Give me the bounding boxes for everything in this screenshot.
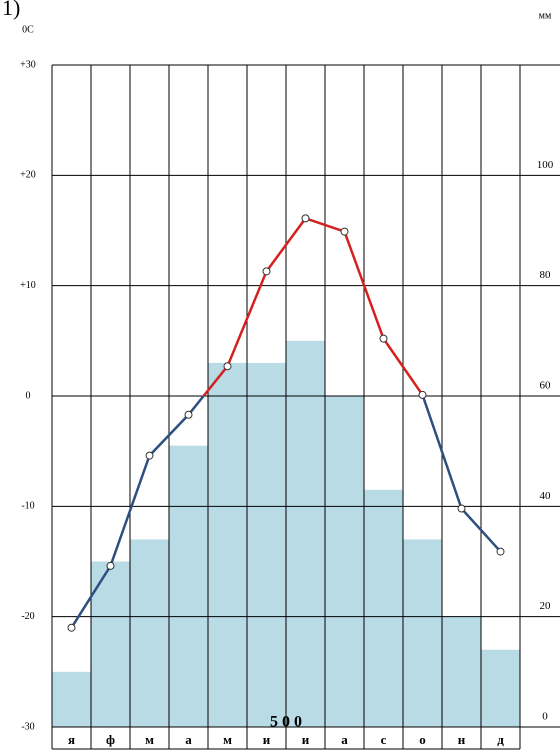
x-tick-label: м — [145, 732, 154, 747]
chart-label: 1) — [2, 0, 20, 20]
x-tick-label: н — [458, 732, 466, 747]
y2-axis-label: мм — [539, 10, 552, 21]
y2-tick-label: 80 — [540, 269, 552, 281]
x-tick-label: и — [263, 732, 271, 747]
x-tick-label: я — [68, 732, 75, 747]
y-tick-label: +10 — [20, 280, 36, 291]
temperature-point — [496, 547, 505, 556]
temperature-point — [418, 390, 427, 399]
x-tick-label: м — [223, 732, 232, 747]
temperature-point — [301, 214, 310, 223]
y2-tick-label: 40 — [540, 490, 552, 502]
precip-bar — [481, 649, 520, 727]
y2-tick-label: 100 — [537, 159, 554, 171]
precip-bar — [208, 362, 247, 727]
precip-bar — [403, 539, 442, 727]
y-tick-label: 0 — [26, 390, 31, 401]
x-tick-label: а — [185, 732, 192, 747]
y2-tick-label: 0 — [542, 711, 548, 723]
precip-bar — [364, 489, 403, 727]
temperature-line — [70, 396, 502, 629]
temperature-point — [379, 334, 388, 343]
precip-bar — [247, 362, 286, 727]
y-tick-label: -20 — [21, 611, 34, 622]
x-tick-label: и — [302, 732, 310, 747]
precip-bar — [169, 445, 208, 727]
precip-bar — [130, 539, 169, 727]
y-tick-label: -30 — [21, 721, 34, 732]
precip-bar — [325, 396, 364, 727]
temperature-point — [106, 561, 115, 570]
x-tick-label: ф — [106, 732, 115, 747]
y2-tick-label: 60 — [540, 380, 552, 392]
temperature-point — [457, 504, 466, 513]
x-tick-label: с — [381, 732, 387, 747]
temperature-point — [223, 362, 232, 371]
x-tick-label: д — [497, 732, 504, 747]
precip-bar — [52, 671, 91, 727]
temperature-point — [67, 623, 76, 632]
x-tick-label: а — [341, 732, 348, 747]
precip-bar — [442, 616, 481, 727]
y-axis-label: 0С — [22, 24, 34, 35]
temperature-point — [262, 267, 271, 276]
y2-tick-label: 20 — [540, 600, 552, 612]
y-tick-label: -10 — [21, 501, 34, 512]
temperature-point — [145, 451, 154, 460]
annotation: 5 0 0 — [270, 714, 302, 731]
precip-bar — [91, 561, 130, 727]
y-tick-label: +20 — [20, 170, 36, 181]
x-tick-label: о — [419, 732, 426, 747]
temperature-point — [184, 410, 193, 419]
precip-bar — [286, 340, 325, 727]
temperature-point — [340, 227, 349, 236]
y-tick-label: +30 — [20, 59, 36, 70]
temperature-line — [201, 216, 425, 396]
